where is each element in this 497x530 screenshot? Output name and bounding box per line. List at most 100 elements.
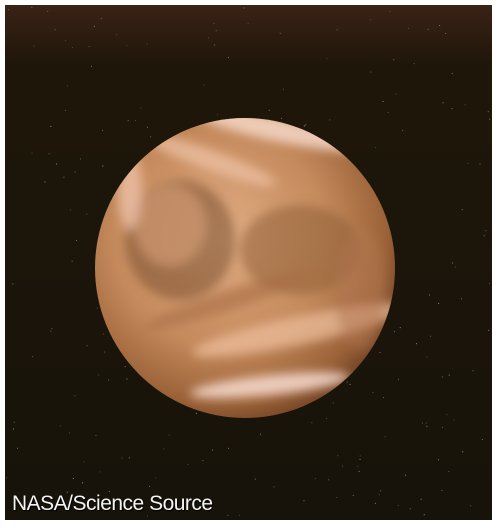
star bbox=[168, 434, 170, 436]
star bbox=[472, 370, 474, 372]
star bbox=[50, 330, 52, 332]
star bbox=[359, 458, 361, 460]
star bbox=[470, 505, 472, 507]
cloud-bands bbox=[118, 118, 395, 398]
star bbox=[481, 438, 483, 440]
star bbox=[115, 34, 117, 36]
star bbox=[44, 181, 46, 183]
star bbox=[462, 451, 464, 453]
star bbox=[268, 109, 270, 111]
star bbox=[47, 10, 49, 12]
stars bbox=[6, 6, 491, 517]
star bbox=[71, 47, 73, 49]
star bbox=[33, 45, 35, 47]
star bbox=[441, 426, 443, 428]
star bbox=[103, 333, 105, 335]
star bbox=[135, 120, 137, 122]
star bbox=[413, 63, 415, 65]
star bbox=[66, 491, 68, 493]
star bbox=[83, 461, 85, 463]
star bbox=[126, 44, 128, 46]
star bbox=[54, 29, 56, 31]
star bbox=[82, 482, 84, 484]
star bbox=[163, 448, 165, 450]
star bbox=[454, 266, 456, 268]
star bbox=[155, 477, 157, 479]
star bbox=[325, 417, 327, 419]
star bbox=[378, 494, 380, 496]
star bbox=[441, 376, 443, 378]
star bbox=[370, 19, 372, 21]
star bbox=[389, 10, 391, 12]
star bbox=[104, 351, 106, 353]
star bbox=[438, 302, 440, 304]
star bbox=[86, 213, 88, 215]
star bbox=[439, 24, 441, 26]
star bbox=[202, 460, 204, 462]
star bbox=[102, 129, 104, 131]
star bbox=[32, 356, 34, 358]
star bbox=[342, 465, 344, 467]
star bbox=[279, 32, 281, 34]
star bbox=[149, 485, 151, 487]
star bbox=[402, 129, 404, 131]
star bbox=[488, 283, 490, 285]
star bbox=[430, 335, 432, 337]
star bbox=[399, 327, 401, 329]
star bbox=[314, 478, 316, 480]
star bbox=[56, 163, 58, 165]
star bbox=[243, 7, 245, 9]
star bbox=[69, 432, 71, 434]
star bbox=[239, 514, 241, 516]
star bbox=[207, 37, 209, 39]
star bbox=[357, 465, 359, 467]
star bbox=[379, 351, 381, 353]
star bbox=[108, 379, 110, 381]
star bbox=[336, 29, 338, 31]
star bbox=[124, 366, 126, 368]
star bbox=[6, 477, 8, 479]
star bbox=[95, 434, 97, 436]
star bbox=[442, 102, 444, 104]
star bbox=[69, 209, 71, 211]
star bbox=[407, 27, 409, 29]
star bbox=[150, 136, 152, 138]
star bbox=[213, 23, 215, 25]
star bbox=[336, 496, 338, 498]
star bbox=[448, 471, 450, 473]
star bbox=[71, 260, 73, 262]
star bbox=[359, 455, 361, 457]
star bbox=[489, 118, 491, 120]
star bbox=[31, 6, 33, 8]
star bbox=[215, 30, 217, 32]
star bbox=[437, 459, 439, 461]
star bbox=[51, 328, 53, 330]
star bbox=[485, 230, 487, 232]
star bbox=[195, 412, 197, 414]
star bbox=[303, 125, 305, 127]
star bbox=[121, 457, 123, 459]
star bbox=[254, 478, 256, 480]
star bbox=[423, 514, 425, 516]
star bbox=[100, 17, 102, 19]
star bbox=[12, 428, 14, 430]
star bbox=[140, 107, 142, 109]
star bbox=[415, 343, 417, 345]
star bbox=[387, 112, 389, 114]
star bbox=[66, 85, 68, 87]
star bbox=[187, 463, 189, 465]
star bbox=[303, 500, 305, 502]
star bbox=[445, 33, 447, 35]
star bbox=[146, 515, 148, 517]
star bbox=[12, 283, 14, 285]
star bbox=[86, 345, 88, 347]
star bbox=[384, 436, 386, 438]
star bbox=[147, 126, 149, 128]
star bbox=[282, 88, 284, 90]
star bbox=[108, 491, 110, 493]
star bbox=[75, 240, 77, 242]
star bbox=[479, 163, 481, 165]
star bbox=[349, 383, 351, 385]
star bbox=[337, 455, 339, 457]
